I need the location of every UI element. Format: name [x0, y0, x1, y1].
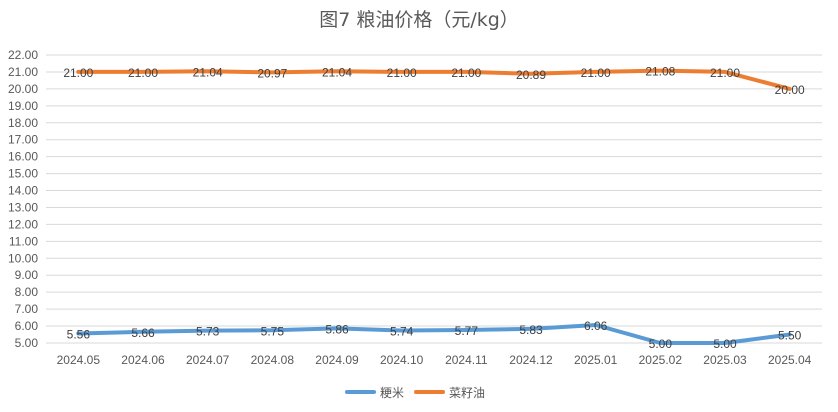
series-lines — [76, 68, 792, 345]
y-tick-label: 9.00 — [15, 268, 39, 282]
data-label: 5.56 — [67, 328, 91, 342]
legend-label: 粳米 — [380, 386, 404, 400]
data-label: 5.74 — [390, 324, 414, 338]
data-label: 5.83 — [519, 323, 543, 337]
data-label: 20.00 — [775, 83, 805, 97]
y-tick-label: 8.00 — [15, 285, 39, 299]
data-label: 21.00 — [451, 66, 481, 80]
x-tick-label: 2025.04 — [768, 353, 812, 367]
data-label: 5.00 — [713, 337, 737, 351]
data-label: 5.66 — [131, 326, 155, 340]
grid-lines — [46, 54, 822, 344]
data-label: 21.00 — [128, 66, 158, 80]
y-tick-label: 14.00 — [8, 184, 38, 198]
y-tick-label: 12.00 — [8, 217, 38, 231]
y-tick-label: 13.00 — [8, 200, 38, 214]
data-labels: 5.56 5.66 5.73 5.75 5.86 5.74 5.77 5.83 6.06 5.00… — [63, 65, 805, 351]
x-tick-label: 2024.08 — [251, 353, 295, 367]
x-axis-ticks: 2024.05 2024.06 2024.07 2024.08 2024.09 2024.… — [57, 353, 812, 367]
y-tick-label: 11.00 — [9, 234, 38, 248]
data-label: 5.86 — [325, 322, 349, 336]
data-label: 5.73 — [196, 325, 220, 339]
x-tick-label: 2025.03 — [703, 353, 747, 367]
data-label: 21.00 — [63, 66, 93, 80]
y-tick-label: 19.00 — [8, 99, 38, 113]
data-label: 5.75 — [261, 324, 285, 338]
y-tick-label: 17.00 — [8, 133, 38, 147]
legend: 粳米 菜籽油 — [345, 386, 485, 400]
data-label: 21.04 — [193, 65, 223, 79]
x-tick-label: 2024.05 — [57, 353, 101, 367]
data-label: 21.00 — [581, 66, 611, 80]
x-tick-label: 2024.10 — [380, 353, 424, 367]
data-label: 21.04 — [322, 65, 352, 79]
series-line — [76, 68, 792, 91]
x-tick-label: 2024.11 — [445, 353, 488, 367]
x-tick-label: 2024.12 — [509, 353, 553, 367]
x-tick-label: 2024.06 — [121, 353, 165, 367]
data-label: 6.06 — [584, 319, 608, 333]
legend-label: 菜籽油 — [449, 386, 485, 400]
data-label: 21.00 — [387, 66, 417, 80]
data-label: 5.77 — [455, 324, 479, 338]
y-axis-ticks: 5.00 6.00 7.00 8.00 9.00 10.00 11.00 12.00 13.00… — [8, 48, 38, 350]
data-label: 5.50 — [778, 329, 802, 343]
y-tick-label: 7.00 — [15, 302, 39, 316]
series-line — [76, 323, 792, 345]
y-tick-label: 22.00 — [8, 48, 38, 62]
x-tick-label: 2025.02 — [639, 353, 683, 367]
data-label: 20.97 — [257, 66, 287, 80]
x-tick-label: 2024.07 — [186, 353, 230, 367]
data-label: 5.00 — [649, 337, 673, 351]
y-tick-label: 5.00 — [15, 336, 39, 350]
x-tick-label: 2025.01 — [574, 353, 618, 367]
y-tick-label: 6.00 — [15, 319, 39, 333]
chart-title: 图7 粮油价格（元/kg） — [319, 9, 519, 31]
data-label: 21.00 — [710, 66, 740, 80]
data-label: 21.08 — [645, 65, 675, 79]
y-tick-label: 21.00 — [8, 65, 38, 79]
y-tick-label: 16.00 — [8, 150, 38, 164]
y-tick-label: 15.00 — [8, 167, 38, 181]
x-tick-label: 2024.09 — [315, 353, 359, 367]
y-tick-label: 10.00 — [8, 251, 38, 265]
data-label: 20.89 — [516, 68, 546, 82]
y-tick-label: 20.00 — [8, 82, 38, 96]
y-tick-label: 18.00 — [8, 116, 38, 130]
